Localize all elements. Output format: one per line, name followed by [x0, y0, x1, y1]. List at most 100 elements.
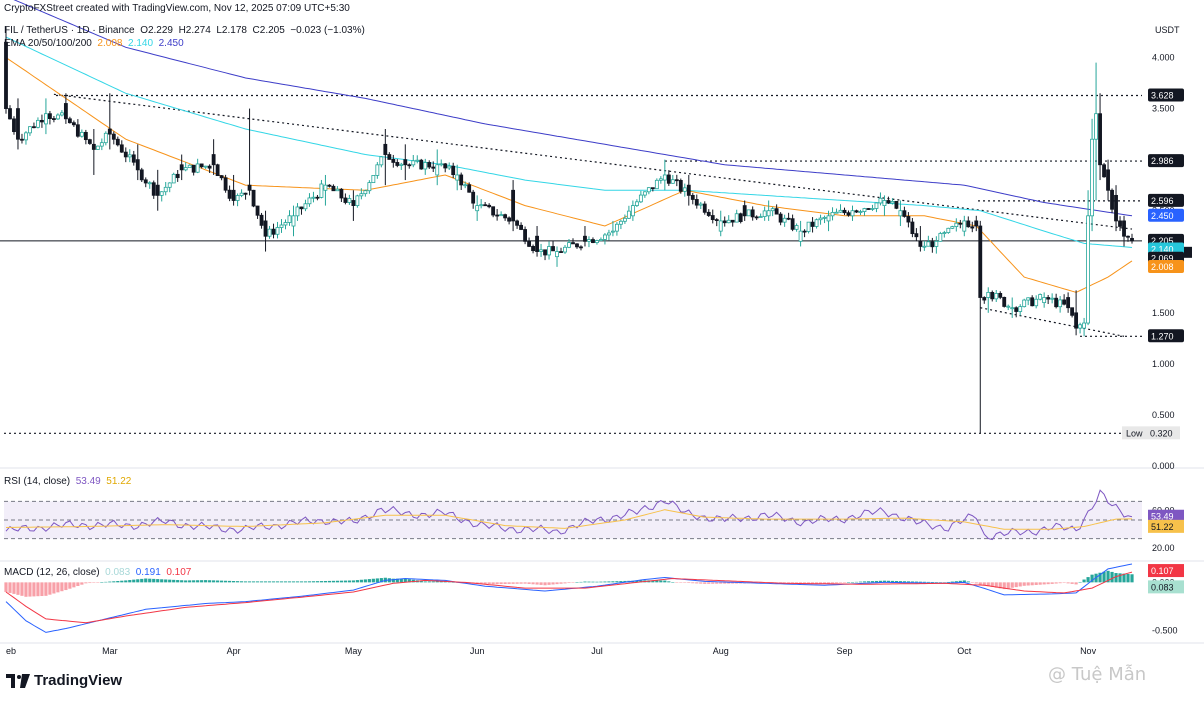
candle-body	[866, 208, 871, 210]
candle-body	[878, 197, 883, 204]
macd-histogram-bar	[204, 580, 208, 583]
candle-body	[686, 184, 691, 196]
candle-body	[295, 206, 300, 217]
rsi-value: 53.49	[75, 476, 101, 487]
price-label-text: 2.596	[1151, 196, 1174, 206]
macd-histogram-bar	[8, 582, 12, 593]
candle-body	[830, 212, 835, 217]
macd-histogram-bar	[551, 582, 555, 585]
macd-histogram-bar	[934, 582, 938, 583]
candle-body	[698, 203, 703, 206]
ema-header: EMA 20/50/100/200 2.008 2.140 2.450	[4, 38, 184, 49]
candle-body	[107, 128, 112, 135]
macd-histogram-bar	[547, 582, 551, 585]
rsi-label-text: 53.49	[1151, 512, 1174, 522]
candle-body	[383, 143, 388, 155]
candle-body	[611, 230, 615, 233]
candle-body	[515, 220, 520, 226]
candle-body	[499, 214, 504, 217]
macd-histogram-bar	[491, 582, 495, 585]
candle-body	[1090, 138, 1094, 217]
macd-histogram-bar	[515, 582, 519, 584]
candle-body	[59, 112, 64, 116]
candle-body	[387, 154, 392, 160]
macd-histogram-bar	[842, 582, 847, 583]
trendline	[53, 93, 1133, 230]
macd-signal-line	[5, 571, 1133, 624]
candle-body	[559, 251, 563, 253]
candle-body	[91, 143, 96, 150]
candle-body	[271, 228, 276, 235]
price-label-text: 2.205	[1151, 236, 1174, 246]
macd-histogram-bar	[699, 582, 703, 584]
macd-histogram-bar	[806, 582, 811, 584]
candle-body	[1030, 297, 1035, 307]
candle-body	[734, 213, 739, 223]
tradingview-brand[interactable]: TradingView	[6, 672, 122, 689]
candle-body	[179, 164, 184, 171]
macd-histogram-bar	[607, 581, 611, 583]
macd-histogram-bar	[335, 580, 340, 583]
candle-body	[75, 124, 80, 137]
candle-body	[44, 113, 48, 125]
candle-body	[247, 184, 252, 191]
macd-histogram-bar	[715, 582, 719, 584]
macd-histogram-bar	[220, 580, 224, 583]
macd-histogram-bar	[140, 578, 144, 583]
candle-body	[219, 175, 224, 179]
macd-histogram-bar	[499, 582, 503, 585]
macd-histogram-bar	[930, 582, 934, 583]
macd-histogram-bar	[695, 582, 699, 584]
candle-body	[511, 189, 516, 222]
candle-body	[882, 200, 887, 206]
candle-body	[782, 217, 787, 223]
macd-histogram-bar	[24, 582, 28, 597]
macd-histogram-bar	[898, 581, 903, 583]
price-tick-label: 0.500	[1152, 410, 1175, 420]
macd-histogram-bar	[172, 579, 176, 583]
macd-histogram-bar	[675, 582, 679, 583]
macd-histogram-bar	[563, 582, 567, 584]
ema-value-blue: 2.450	[158, 38, 184, 49]
candle-body	[618, 220, 623, 225]
macd-histogram-bar	[1014, 582, 1018, 588]
price-label-text: 2.986	[1151, 156, 1174, 166]
macd-histogram-bar	[862, 581, 867, 583]
candle-body	[535, 235, 539, 252]
macd-histogram-bar	[1058, 582, 1062, 584]
candle-body	[36, 119, 40, 128]
candle-body	[874, 202, 879, 209]
macd-histogram-bar	[866, 581, 871, 583]
macd-histogram-bar	[942, 582, 946, 583]
macd-histogram-bar	[487, 582, 491, 585]
candle-body	[87, 139, 92, 144]
candle-body	[638, 194, 643, 203]
candle-body	[1054, 297, 1059, 308]
macd-histogram-bar	[1050, 582, 1054, 584]
candle-body	[970, 226, 975, 229]
candle-body	[750, 209, 755, 218]
candle-body	[1014, 307, 1019, 312]
candle-body	[1070, 307, 1075, 316]
candle-body	[175, 173, 180, 179]
candle-body	[187, 164, 192, 168]
candle-body	[55, 114, 60, 120]
candle-body	[423, 162, 428, 170]
candle-body	[231, 189, 236, 201]
macd-histogram-bar	[902, 581, 907, 583]
candle-body	[347, 198, 352, 203]
macd-histogram-bar	[439, 581, 443, 583]
candle-body	[1066, 297, 1071, 309]
macd-histogram-bar	[92, 582, 96, 583]
macd-label: MACD (12, 26, close)	[4, 567, 100, 578]
macd-histogram-bar	[950, 581, 954, 583]
macd-histogram-bar	[359, 579, 363, 583]
candle-body	[622, 217, 627, 222]
candle-body	[4, 41, 8, 109]
candle-body	[1026, 297, 1031, 301]
candle-body	[28, 126, 32, 134]
candle-body	[443, 163, 448, 169]
macd-histogram-bar	[427, 581, 431, 583]
macd-histogram-bar	[251, 581, 256, 583]
macd-histogram-bar	[998, 582, 1002, 589]
